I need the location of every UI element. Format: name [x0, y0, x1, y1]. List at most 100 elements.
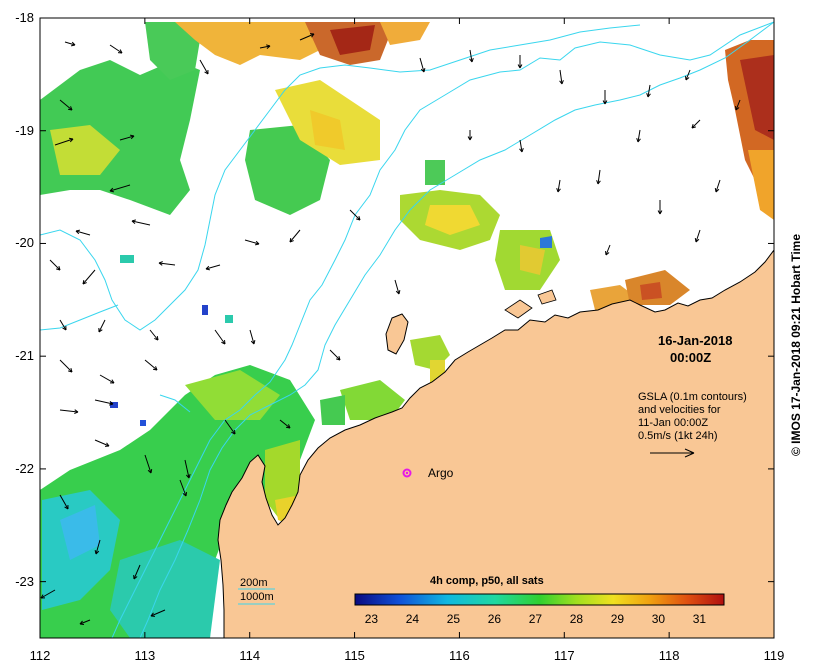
velocity-arrow-head	[636, 138, 639, 143]
colorbar-tick-label: 29	[610, 612, 625, 626]
velocity-arrow	[40, 589, 56, 599]
x-tick-label: 119	[763, 648, 785, 663]
colorbar-tick-label: 27	[528, 612, 543, 626]
colorbar-tick-label: 24	[405, 612, 420, 626]
velocity-arrow-head	[79, 620, 83, 625]
colorbar	[354, 593, 725, 606]
colorbar-tick-label: 25	[446, 612, 461, 626]
velocity-arrow-head	[691, 126, 696, 129]
argo-marker-dot	[405, 471, 409, 475]
date-label: 16-Jan-2018	[658, 333, 733, 348]
velocity-arrow-head	[596, 180, 599, 185]
islet	[537, 289, 557, 305]
velocity-arrow	[199, 59, 209, 75]
velocity-arrow	[394, 279, 400, 295]
velocity-arrow	[59, 359, 73, 373]
velocity-arrow	[259, 45, 271, 49]
velocity-arrow	[119, 135, 135, 141]
velocity-arrow	[557, 179, 561, 193]
colorbar-tick-label: 30	[651, 612, 666, 626]
velocity-arrow-head	[250, 340, 255, 345]
axis-ticks	[39, 17, 775, 638]
contour-200-label: 200m	[240, 577, 268, 589]
velocity-arrow-head	[68, 137, 74, 140]
y-tick-label: -22	[15, 460, 34, 476]
velocity-arrow-head	[182, 493, 187, 497]
velocity-arrow-head	[715, 188, 720, 193]
velocity-arrow	[75, 230, 91, 236]
velocity-arrow-head	[338, 356, 341, 361]
velocity-arrow	[647, 84, 651, 98]
velocity-arrow-head	[131, 219, 136, 222]
velocity-arrow-head	[74, 411, 79, 414]
velocity-arrow-head	[647, 93, 651, 98]
velocity-arrow-head	[70, 44, 76, 47]
velocity-arrow	[179, 479, 187, 497]
velocity-arrow-head	[735, 107, 740, 111]
velocity-arrow	[64, 41, 76, 46]
velocity-arrow	[149, 329, 159, 341]
x-tick-label: 118	[658, 648, 680, 663]
velocity-arrow-head	[69, 138, 74, 143]
velocity-arrow	[695, 229, 701, 243]
velocity-arrow-head	[469, 58, 473, 63]
velocity-arrow	[214, 329, 226, 345]
velocity-arrow-head	[285, 426, 291, 429]
velocity-arrow	[59, 319, 67, 331]
plot-border	[39, 17, 775, 639]
velocity-arrow-head	[602, 100, 606, 105]
velocity-arrow	[79, 619, 91, 625]
velocity-arrow-head	[604, 100, 608, 105]
velocity-arrow	[54, 138, 74, 146]
velocity-arrow-head	[519, 64, 523, 69]
velocity-arrow	[519, 139, 523, 153]
velocity-arrow-head	[150, 468, 153, 474]
velocity-arrow-head	[109, 187, 114, 192]
velocity-arrow-head	[71, 41, 76, 46]
velocity-arrow	[605, 244, 611, 256]
colorbar-title: 4h comp, p50, all sats	[430, 575, 544, 587]
velocity-arrow-head	[185, 491, 188, 497]
velocity-arrow-head	[82, 282, 87, 285]
velocity-arrow-head	[685, 77, 690, 81]
y-tick-label: -20	[15, 235, 34, 251]
colorbar-tick-label: 23	[364, 612, 379, 626]
reference-arrow	[650, 448, 695, 458]
velocity-vectors	[40, 33, 741, 625]
velocity-arrow	[184, 459, 190, 479]
y-tick-label: -18	[15, 10, 34, 25]
velocity-arrow-head	[657, 210, 661, 215]
velocity-arrow-head	[557, 188, 561, 193]
velocity-arrow	[469, 49, 473, 63]
velocity-arrow-head	[98, 329, 103, 333]
velocity-arrow-head	[205, 265, 210, 270]
velocity-arrow-head	[517, 64, 521, 69]
velocity-arrow	[94, 399, 114, 405]
velocity-arrow	[131, 220, 151, 226]
velocity-arrow-head	[204, 71, 209, 75]
velocity-arrow-head	[70, 368, 73, 373]
velocity-arrow	[59, 99, 73, 111]
velocity-arrow	[299, 33, 315, 41]
velocity-arrow-head	[637, 138, 641, 143]
velocity-arrow-head	[694, 237, 697, 243]
velocity-arrow-head	[423, 67, 426, 73]
velocity-arrow-head	[133, 576, 138, 580]
velocity-arrow-head	[94, 549, 97, 555]
velocity-arrow-head	[659, 210, 663, 215]
velocity-arrow-head	[221, 341, 226, 345]
velocity-arrow-head	[559, 80, 563, 85]
velocity-arrow	[205, 264, 221, 270]
velocity-arrow-head	[147, 469, 152, 474]
velocity-arrow	[49, 259, 61, 271]
velocity-arrow	[691, 119, 701, 129]
velocity-arrow-head	[40, 594, 44, 599]
velocity-arrow-head	[471, 58, 474, 63]
velocity-arrow	[289, 229, 301, 243]
argo-marker[interactable]	[402, 468, 412, 478]
velocity-arrow-head	[205, 268, 211, 271]
velocity-arrow-head	[62, 327, 67, 331]
velocity-arrow-head	[56, 268, 61, 271]
velocity-arrow-head	[150, 612, 154, 617]
velocity-arrow-head	[289, 237, 292, 243]
